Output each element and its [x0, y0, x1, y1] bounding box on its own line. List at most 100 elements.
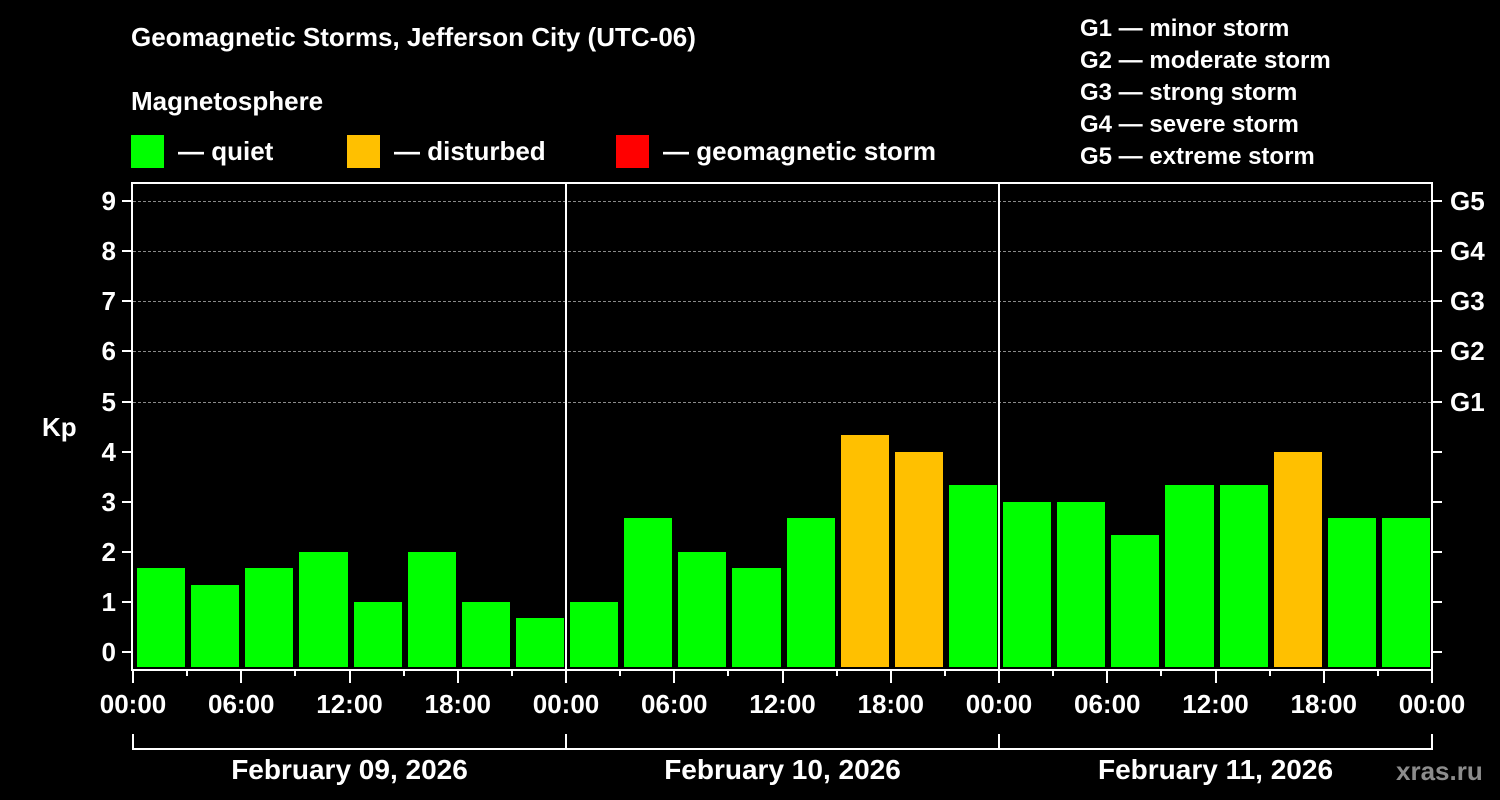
kp-bar [299, 551, 348, 667]
day-divider [565, 182, 567, 669]
kp-bar [1057, 501, 1106, 667]
x-tick-label: 06:00 [208, 689, 275, 719]
x-tick [1268, 669, 1271, 676]
date-bracket-tick [998, 734, 1000, 750]
y-tick [122, 550, 132, 553]
grid-line [133, 351, 1431, 353]
g-level-label: G4 [1450, 236, 1485, 267]
legend-label: — geomagnetic storm [663, 135, 937, 166]
watermark: xras.ru [1396, 756, 1483, 786]
y-tick-label: 0 [101, 637, 116, 667]
x-tick [1160, 669, 1163, 676]
kp-bar [1219, 485, 1268, 667]
y-tick [122, 600, 132, 603]
x-tick-label: 06:00 [1074, 689, 1141, 719]
x-tick [673, 669, 676, 683]
y-tick [122, 651, 132, 653]
y-tick [122, 300, 132, 303]
grid-line [133, 201, 1431, 203]
x-tick [456, 669, 459, 683]
y-tick [122, 500, 132, 503]
date-bracket [133, 748, 1432, 750]
chart-title: Geomagnetic Storms, Jefferson City (UTC-… [131, 22, 696, 52]
x-tick [781, 669, 784, 683]
date-bracket-tick [132, 734, 134, 750]
storm-swatch-icon [616, 134, 649, 168]
y-tick-right [1432, 500, 1442, 503]
y-tick-label: 1 [101, 586, 116, 617]
storm-scale-g5: G5 — extreme storm [1080, 143, 1315, 170]
y-tick-right [1432, 600, 1442, 603]
x-tick [889, 669, 892, 683]
legend-storm: — geomagnetic storm [616, 134, 936, 168]
y-tick [122, 400, 132, 403]
kp-bar [1165, 485, 1214, 667]
x-tick-label: 12:00 [1182, 689, 1249, 719]
x-tick [1214, 669, 1217, 683]
y-tick-right [1432, 651, 1442, 653]
date-label: February 10, 2026 [664, 754, 901, 785]
kp-bar [948, 485, 997, 667]
storm-scale-g4: G4 — severe storm [1080, 111, 1299, 138]
legend-quiet: — quiet [131, 134, 273, 168]
kp-bar [1111, 535, 1160, 667]
x-tick [510, 669, 513, 676]
y-tick-right [1432, 350, 1442, 353]
y-tick-label: 5 [101, 386, 116, 417]
x-tick-label: 12:00 [316, 689, 383, 719]
kp-bar [786, 518, 835, 667]
x-tick [240, 669, 243, 683]
legend-label: — quiet [178, 135, 274, 166]
x-tick [348, 669, 351, 683]
y-tick-right [1432, 400, 1442, 403]
kp-bar [570, 601, 619, 667]
x-tick [1052, 669, 1055, 676]
y-tick-label: 4 [101, 436, 116, 467]
x-tick-label: 00:00 [1398, 689, 1466, 719]
date-bracket-tick [1431, 734, 1433, 750]
storm-scale-g2: G2 — moderate storm [1080, 47, 1331, 74]
y-tick-label: 2 [101, 536, 116, 567]
kp-bar [732, 568, 781, 667]
y-tick-right [1432, 250, 1442, 253]
kp-bar [624, 518, 673, 667]
x-tick-label: 00:00 [965, 689, 1033, 719]
x-tick [619, 669, 622, 676]
grid-line [133, 251, 1431, 253]
date-label: February 09, 2026 [231, 754, 468, 785]
kp-bar [137, 568, 186, 667]
kp-bar [894, 451, 943, 667]
x-tick [943, 669, 946, 676]
x-tick-label: 18:00 [424, 689, 492, 719]
chart-subtitle: Magnetosphere [131, 86, 324, 116]
y-tick-right [1432, 200, 1442, 203]
g-level-label: G5 [1450, 186, 1485, 217]
kp-bar [840, 435, 889, 667]
kp-bar [1003, 501, 1052, 667]
date-bracket-tick [565, 734, 567, 750]
grid-line [133, 301, 1431, 303]
g-level-label: G1 [1450, 386, 1485, 417]
storm-scale-g3: G3 — strong storm [1080, 79, 1298, 106]
y-tick-right [1432, 450, 1442, 453]
x-tick [402, 669, 405, 676]
y-tick-label: 9 [101, 186, 116, 217]
x-tick-label: 18:00 [857, 689, 925, 719]
disturbed-swatch-icon [347, 134, 380, 168]
x-tick-label: 12:00 [749, 689, 816, 719]
date-label: February 11, 2026 [1097, 754, 1334, 785]
y-tick [122, 350, 132, 353]
y-tick-label: 3 [101, 486, 116, 517]
x-tick [727, 669, 730, 676]
storm-scale-g1: G1 — minor storm [1080, 15, 1290, 42]
x-tick [1322, 669, 1325, 683]
y-tick-right [1432, 300, 1442, 303]
x-tick [1376, 669, 1379, 676]
y-tick-label: 8 [101, 236, 116, 267]
y-tick [122, 250, 132, 253]
kp-bar [191, 585, 240, 667]
y-tick [122, 200, 132, 203]
y-tick [122, 450, 132, 453]
legend-label: — disturbed [394, 135, 546, 166]
quiet-swatch-icon [131, 134, 164, 168]
